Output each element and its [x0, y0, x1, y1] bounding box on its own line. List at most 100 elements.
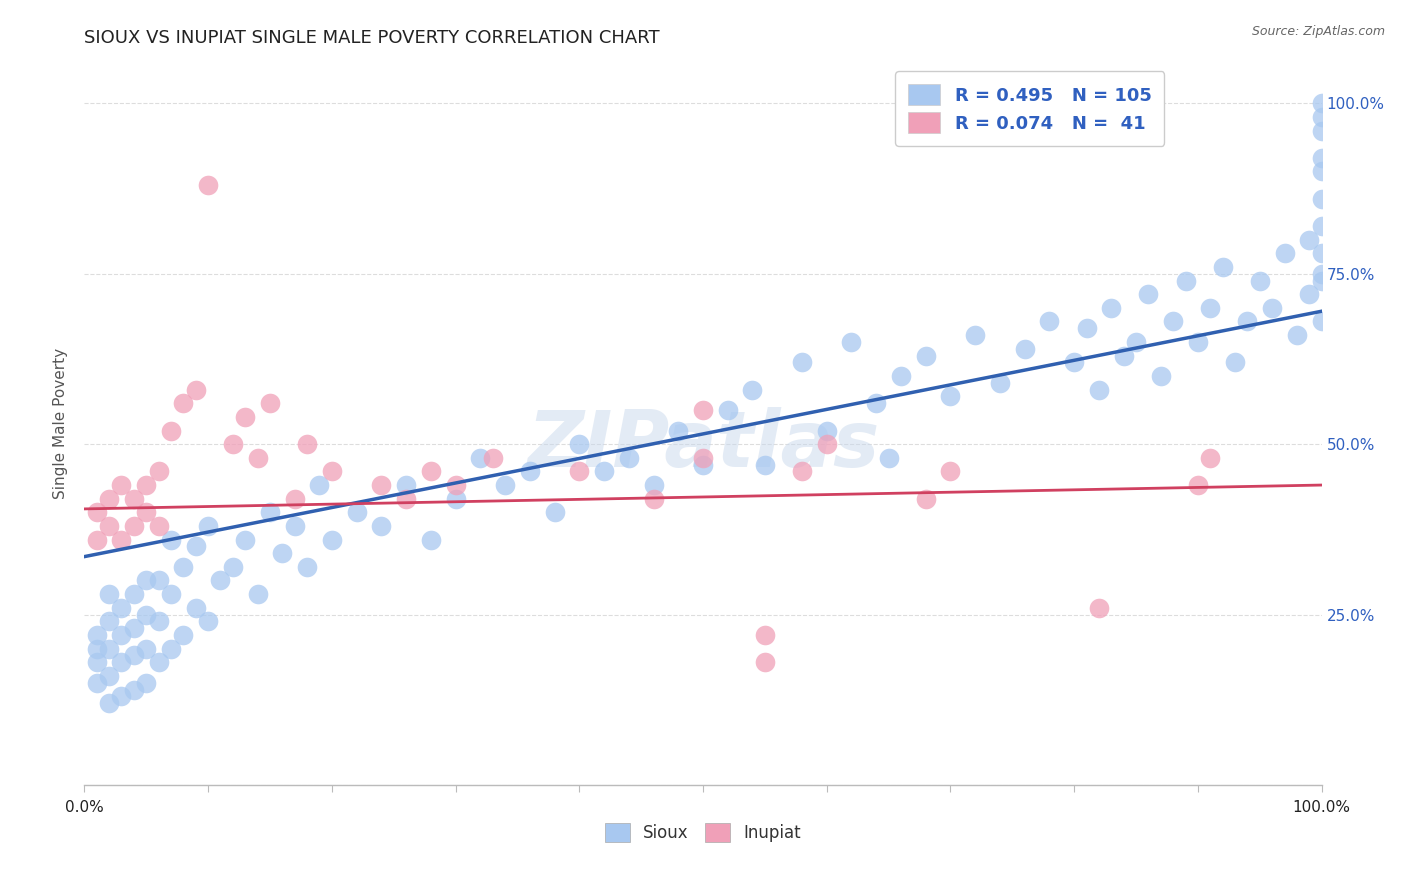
Point: [321, 533, 343, 547]
Point: [222, 437, 245, 451]
Point: [135, 641, 157, 656]
Point: [246, 450, 269, 465]
Point: [284, 491, 307, 506]
Point: [284, 519, 307, 533]
Point: [1249, 274, 1271, 288]
Point: [110, 655, 132, 669]
Point: [110, 600, 132, 615]
Legend: Sioux, Inupiat: Sioux, Inupiat: [598, 816, 808, 849]
Point: [172, 628, 194, 642]
Point: [1150, 369, 1173, 384]
Point: [568, 437, 591, 451]
Point: [939, 464, 962, 478]
Point: [1137, 287, 1160, 301]
Point: [135, 505, 157, 519]
Point: [197, 178, 219, 193]
Point: [1099, 301, 1122, 315]
Point: [370, 519, 392, 533]
Point: [122, 682, 145, 697]
Point: [98, 641, 121, 656]
Text: Source: ZipAtlas.com: Source: ZipAtlas.com: [1251, 25, 1385, 38]
Point: [233, 409, 256, 424]
Point: [1174, 274, 1197, 288]
Point: [1298, 287, 1320, 301]
Point: [259, 396, 281, 410]
Point: [135, 478, 157, 492]
Point: [86, 641, 108, 656]
Y-axis label: Single Male Poverty: Single Male Poverty: [53, 348, 69, 500]
Point: [1298, 233, 1320, 247]
Point: [98, 587, 121, 601]
Point: [1088, 383, 1111, 397]
Point: [543, 505, 565, 519]
Point: [209, 574, 232, 588]
Point: [308, 478, 330, 492]
Point: [222, 559, 245, 574]
Point: [295, 437, 318, 451]
Point: [1310, 96, 1333, 111]
Point: [148, 655, 170, 669]
Point: [148, 519, 170, 533]
Point: [110, 478, 132, 492]
Point: [1310, 219, 1333, 233]
Point: [1274, 246, 1296, 260]
Point: [481, 450, 503, 465]
Point: [1014, 342, 1036, 356]
Point: [135, 607, 157, 622]
Point: [1199, 301, 1222, 315]
Point: [1310, 123, 1333, 137]
Point: [233, 533, 256, 547]
Point: [519, 464, 541, 478]
Point: [86, 655, 108, 669]
Point: [692, 450, 714, 465]
Point: [370, 478, 392, 492]
Point: [1187, 478, 1209, 492]
Point: [271, 546, 294, 560]
Point: [754, 655, 776, 669]
Point: [86, 505, 108, 519]
Point: [1310, 164, 1333, 178]
Point: [939, 389, 962, 403]
Point: [790, 464, 813, 478]
Point: [1038, 314, 1060, 328]
Point: [1310, 274, 1333, 288]
Point: [98, 669, 121, 683]
Point: [643, 478, 665, 492]
Point: [1125, 334, 1147, 349]
Point: [666, 424, 689, 438]
Point: [444, 491, 467, 506]
Point: [865, 396, 887, 410]
Point: [1310, 267, 1333, 281]
Point: [160, 533, 183, 547]
Point: [741, 383, 763, 397]
Point: [295, 559, 318, 574]
Point: [110, 690, 132, 704]
Point: [110, 628, 132, 642]
Point: [197, 615, 219, 629]
Point: [86, 675, 108, 690]
Point: [1310, 246, 1333, 260]
Point: [1088, 600, 1111, 615]
Point: [86, 628, 108, 642]
Point: [717, 403, 740, 417]
Point: [259, 505, 281, 519]
Point: [790, 355, 813, 369]
Point: [1199, 450, 1222, 465]
Point: [172, 559, 194, 574]
Point: [1223, 355, 1246, 369]
Point: [1310, 110, 1333, 124]
Point: [184, 540, 207, 554]
Point: [135, 574, 157, 588]
Point: [98, 696, 121, 710]
Point: [346, 505, 368, 519]
Point: [122, 519, 145, 533]
Point: [135, 675, 157, 690]
Point: [1236, 314, 1258, 328]
Point: [1161, 314, 1184, 328]
Point: [98, 615, 121, 629]
Point: [1187, 334, 1209, 349]
Point: [692, 458, 714, 472]
Point: [1063, 355, 1085, 369]
Point: [160, 587, 183, 601]
Point: [172, 396, 194, 410]
